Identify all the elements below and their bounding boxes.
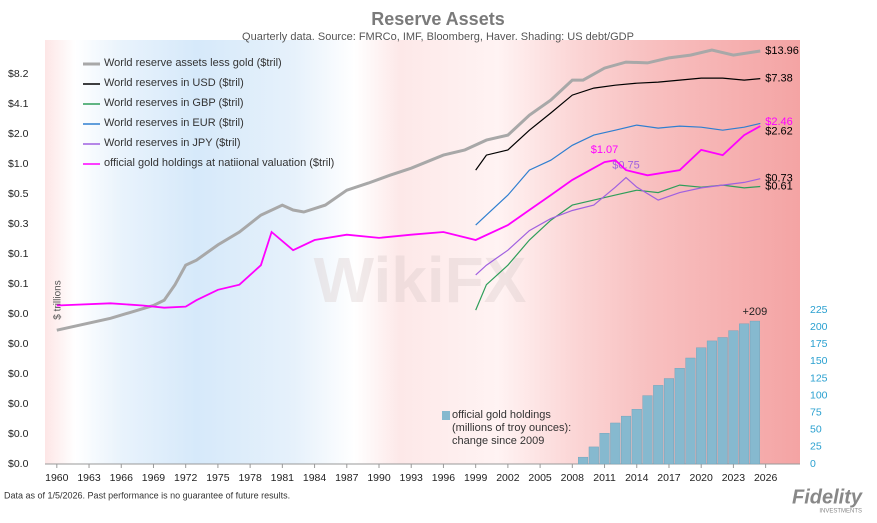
x-tick-label: 1960 (45, 472, 69, 484)
watermark: WikiFX (314, 244, 527, 316)
legend-entry: World reserve assets less gold ($tril) (104, 57, 282, 69)
legend-entry: official gold holdings at natiional valu… (104, 157, 335, 169)
data-label: $7.38 (765, 72, 793, 84)
data-label: $0.61 (765, 180, 793, 192)
y-tick-label: $0.3 (8, 218, 29, 230)
y2-tick-label: 0 (810, 458, 816, 470)
y2-tick-label: 25 (810, 441, 822, 453)
bar (685, 357, 696, 465)
legend-entry: World reserves in GBP ($tril) (104, 97, 244, 109)
legend-entry: official gold holdings (millions of troy… (452, 409, 572, 447)
x-tick-label: 1990 (367, 472, 391, 484)
x-tick-label: 1975 (206, 472, 230, 484)
x-tick-label: 2023 (722, 472, 746, 484)
x-tick-label: 2017 (657, 472, 681, 484)
bar (642, 395, 653, 465)
y-tick-label: $0.1 (8, 248, 29, 260)
y-tick-label: $0.1 (8, 278, 29, 290)
bar (599, 433, 610, 465)
logo-sub: INVESTMENTS (819, 509, 862, 515)
series-line (56, 48, 761, 332)
bar (739, 323, 750, 465)
y-tick-label: $0.0 (8, 398, 29, 410)
x-tick-label: 1993 (400, 472, 424, 484)
y-tick-label: $4.1 (8, 98, 29, 110)
y2-tick-label: 50 (810, 424, 822, 436)
bar (631, 409, 642, 465)
y-tick-label: $0.0 (8, 308, 29, 320)
x-tick-label: 2026 (754, 472, 778, 484)
data-label: $2.46 (765, 116, 793, 128)
x-tick-label: 1969 (142, 472, 166, 484)
data-label: $2.62 (765, 125, 793, 137)
x-tick-label: 1999 (464, 472, 488, 484)
bar (610, 422, 621, 465)
bar (749, 320, 760, 465)
data-label: $13.96 (765, 45, 799, 57)
y-tick-label: $1.0 (8, 158, 29, 170)
bar (696, 347, 707, 465)
bar (578, 456, 589, 465)
y-axis-label: $ trillions (53, 280, 64, 319)
y2-tick-label: 150 (810, 355, 828, 367)
legend-entry: World reserves in USD ($tril) (104, 77, 244, 89)
shading (45, 40, 800, 464)
x-tick-label: 1966 (110, 472, 134, 484)
y-tick-label: $0.0 (8, 428, 29, 440)
chart-subtitle: Quarterly data. Source: FMRCo, IMF, Bloo… (242, 31, 634, 43)
x-tick-label: 2005 (528, 472, 552, 484)
y-tick-label: $0.0 (8, 458, 29, 470)
y-tick-label: $8.2 (8, 68, 29, 80)
bar-label: +209 (743, 306, 768, 318)
y2-tick-label: 175 (810, 338, 828, 350)
y2-tick-label: 225 (810, 304, 828, 316)
legend-entry: World reserves in JPY ($tril) (104, 137, 241, 149)
data-label: $0.75 (612, 159, 640, 171)
bar (706, 340, 717, 465)
x-tick-label: 2011 (593, 472, 616, 484)
series-line (56, 125, 761, 309)
y-tick-label: $0.5 (8, 188, 29, 200)
legend-entry: World reserves in EUR ($tril) (104, 117, 244, 129)
x-tick-label: 1981 (271, 472, 295, 484)
y-tick-label: $0.0 (8, 368, 29, 380)
bar (620, 415, 632, 465)
x-tick-label: 1963 (77, 472, 101, 484)
bar (653, 385, 664, 465)
bar (717, 337, 728, 465)
bar (728, 330, 739, 465)
x-tick-label: 1978 (238, 472, 262, 484)
chart-title: Reserve Assets (371, 9, 504, 29)
x-tick-label: 2002 (496, 472, 520, 484)
data-label: $1.07 (591, 144, 619, 156)
x-tick-label: 2008 (561, 472, 585, 484)
y2-tick-label: 100 (810, 389, 828, 401)
x-tick-label: 1987 (335, 472, 359, 484)
y-tick-label: $0.0 (8, 338, 29, 350)
x-tick-label: 1972 (174, 472, 198, 484)
x-tick-label: 2014 (625, 472, 649, 484)
y2-tick-label: 125 (810, 372, 828, 384)
x-tick-label: 1996 (432, 472, 456, 484)
x-tick-label: 2020 (690, 472, 714, 484)
y2-tick-label: 200 (810, 321, 828, 333)
y2-tick-label: 75 (810, 406, 822, 418)
data-label: $0.73 (765, 173, 793, 185)
y-tick-label: $2.0 (8, 128, 29, 140)
bar (663, 378, 675, 465)
series-line (475, 77, 761, 171)
bar (674, 368, 685, 465)
legend-swatch (442, 411, 450, 420)
x-tick-label: 1984 (303, 472, 327, 484)
footer-note: Data as of 1/5/2026. Past performance is… (4, 490, 290, 500)
series-line (475, 176, 761, 276)
series-line (475, 122, 761, 226)
logo: Fidelity (792, 486, 863, 508)
bar (588, 446, 599, 465)
